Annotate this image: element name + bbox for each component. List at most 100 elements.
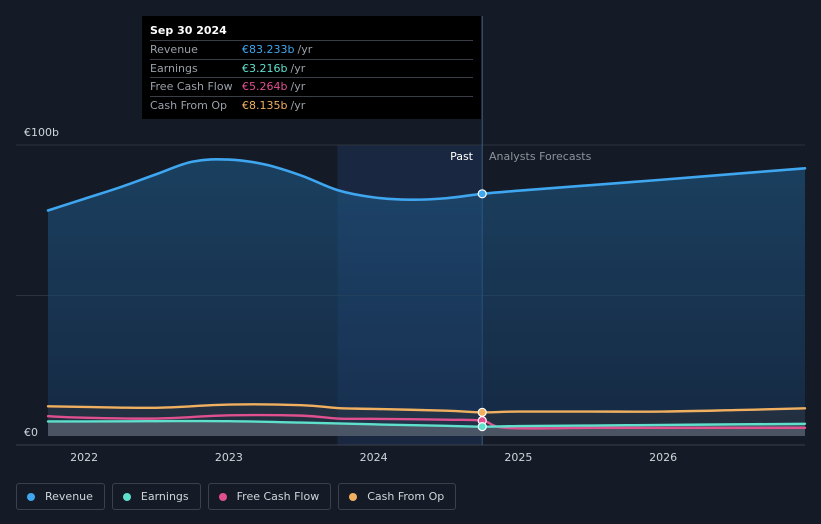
earnings-point <box>804 423 806 425</box>
earnings-point <box>155 420 157 422</box>
cash-from-op-point <box>372 408 374 410</box>
legend-label: Cash From Op <box>367 490 445 503</box>
legend-item-free-cash-flow[interactable]: Free Cash Flow <box>207 483 332 510</box>
legend-label: Free Cash Flow <box>236 490 320 503</box>
revenue-point <box>804 167 806 169</box>
revenue-point <box>47 209 49 211</box>
legend-item-cash-from-op[interactable]: Cash From Op <box>338 483 457 510</box>
cash-from-op-point <box>590 410 592 412</box>
free-cash-flow-point <box>734 427 736 429</box>
revenue-point <box>336 189 338 191</box>
free-cash-flow-dot-icon <box>218 492 227 501</box>
earnings-point <box>47 420 49 422</box>
cash-from-op-dot-icon <box>349 492 358 501</box>
cash-from-op-point <box>734 409 736 411</box>
earnings-point <box>517 425 519 427</box>
legend: Revenue Earnings Free Cash Flow Cash Fro… <box>16 483 457 510</box>
tooltip-unit: /yr <box>290 80 306 93</box>
earnings-point <box>83 420 85 422</box>
revenue-point <box>83 198 85 200</box>
earnings-point <box>372 423 374 425</box>
free-cash-flow-point <box>804 427 806 429</box>
y-tick-label-top: €100b <box>24 126 59 139</box>
free-cash-flow-point <box>372 418 374 420</box>
revenue-point <box>734 173 736 175</box>
free-cash-flow-point <box>445 419 447 421</box>
tooltip-date: Sep 30 2024 <box>150 24 227 37</box>
tooltip-row-revenue: Revenue €83.233b /yr <box>150 40 473 59</box>
x-tick-label: 2023 <box>215 451 243 464</box>
tooltip-row-free-cash-flow: Free Cash Flow €5.264b /yr <box>150 77 473 96</box>
tooltip-unit: /yr <box>297 43 313 56</box>
revenue-current-marker <box>477 189 487 199</box>
revenue-point <box>228 158 230 160</box>
revenue-point <box>300 174 302 176</box>
cash-from-op-point <box>804 407 806 409</box>
revenue-area <box>48 159 805 436</box>
revenue-point <box>517 189 519 191</box>
revenue-point <box>119 186 121 188</box>
tooltip-row-cash-from-op: Cash From Op €8.135b /yr <box>150 95 473 115</box>
cash-from-op-point <box>47 405 49 407</box>
earnings-dot-icon <box>122 492 131 501</box>
free-cash-flow-point <box>155 417 157 419</box>
cash-from-op-line <box>46 403 807 414</box>
cash-from-op-point <box>445 409 447 411</box>
tooltip-value: €83.233b <box>242 43 295 56</box>
tooltip-unit: /yr <box>290 98 306 112</box>
tooltip: Sep 30 2024 Revenue €83.233b /yr Earning… <box>142 16 481 119</box>
free-cash-flow-line <box>46 413 807 430</box>
legend-item-earnings[interactable]: Earnings <box>111 483 201 510</box>
revenue-point <box>155 173 157 175</box>
tooltip-label: Earnings <box>150 61 198 75</box>
revenue-point <box>662 178 664 180</box>
tooltip-label: Free Cash Flow <box>150 80 233 93</box>
free-cash-flow-point <box>300 414 302 416</box>
cash-from-op-point <box>83 406 85 408</box>
earnings-area <box>48 421 805 436</box>
x-tick-label: 2022 <box>70 451 98 464</box>
earnings-point <box>734 423 736 425</box>
revenue-point <box>264 163 266 165</box>
revenue-point <box>590 184 592 186</box>
legend-label: Earnings <box>140 490 189 503</box>
x-tick-label: 2024 <box>360 451 388 464</box>
free-cash-flow-point <box>336 417 338 419</box>
legend-item-revenue[interactable]: Revenue <box>16 483 105 510</box>
cash-from-op-current-marker <box>477 407 487 417</box>
cash-from-op-point <box>155 407 157 409</box>
x-tick-label: 2026 <box>649 451 677 464</box>
earnings-line <box>46 419 807 428</box>
tooltip-label: Cash From Op <box>150 98 228 112</box>
cash-from-op-point <box>228 403 230 405</box>
tooltip-row-earnings: Earnings €3.216b /yr <box>150 58 473 78</box>
earnings-point <box>445 425 447 427</box>
free-cash-flow-point <box>662 427 664 429</box>
revenue-point <box>445 197 447 199</box>
free-cash-flow-point <box>506 427 508 429</box>
past-label: Past <box>450 150 474 163</box>
earnings-current-marker <box>477 422 487 432</box>
earnings-point <box>662 424 664 426</box>
cash-from-op-point <box>517 410 519 412</box>
cash-from-op-point <box>336 407 338 409</box>
y-tick-label-bottom: €0 <box>24 426 38 439</box>
revenue-line <box>46 157 807 212</box>
earnings-point <box>300 421 302 423</box>
forecast-label: Analysts Forecasts <box>489 150 592 163</box>
tooltip-value: €8.135b <box>242 98 288 112</box>
free-cash-flow-point <box>83 416 85 418</box>
cash-from-op-point <box>300 404 302 406</box>
free-cash-flow-point <box>590 427 592 429</box>
tooltip-label: Revenue <box>150 43 198 56</box>
free-cash-flow-point <box>47 415 49 417</box>
earnings-point <box>590 424 592 426</box>
revenue-dot-icon <box>27 492 35 501</box>
tooltip-value: €3.216b <box>242 61 288 75</box>
revenue-point <box>372 196 374 198</box>
revenue-point <box>192 160 194 162</box>
tooltip-value: €5.264b <box>242 80 288 93</box>
tooltip-unit: /yr <box>290 61 306 75</box>
cash-from-op-point <box>662 410 664 412</box>
